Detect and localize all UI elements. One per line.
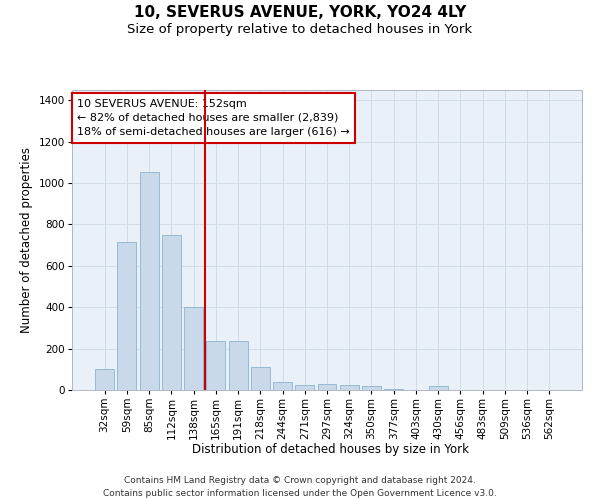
- Bar: [429, 386, 448, 390]
- Bar: [140, 172, 158, 390]
- Bar: [317, 384, 337, 390]
- Bar: [384, 389, 403, 390]
- Bar: [229, 342, 248, 390]
- Text: 10, SEVERUS AVENUE, YORK, YO24 4LY: 10, SEVERUS AVENUE, YORK, YO24 4LY: [134, 5, 466, 20]
- Bar: [118, 242, 136, 390]
- Bar: [362, 386, 381, 390]
- Bar: [162, 235, 181, 390]
- Text: Distribution of detached houses by size in York: Distribution of detached houses by size …: [191, 442, 469, 456]
- Text: 10 SEVERUS AVENUE: 152sqm
← 82% of detached houses are smaller (2,839)
18% of se: 10 SEVERUS AVENUE: 152sqm ← 82% of detac…: [77, 99, 350, 137]
- Bar: [184, 307, 203, 390]
- Text: Contains HM Land Registry data © Crown copyright and database right 2024.
Contai: Contains HM Land Registry data © Crown c…: [103, 476, 497, 498]
- Text: Size of property relative to detached houses in York: Size of property relative to detached ho…: [127, 22, 473, 36]
- Bar: [95, 370, 114, 390]
- Bar: [251, 367, 270, 390]
- Bar: [295, 385, 314, 390]
- Bar: [273, 382, 292, 390]
- Bar: [206, 342, 225, 390]
- Y-axis label: Number of detached properties: Number of detached properties: [20, 147, 33, 333]
- Bar: [340, 385, 359, 390]
